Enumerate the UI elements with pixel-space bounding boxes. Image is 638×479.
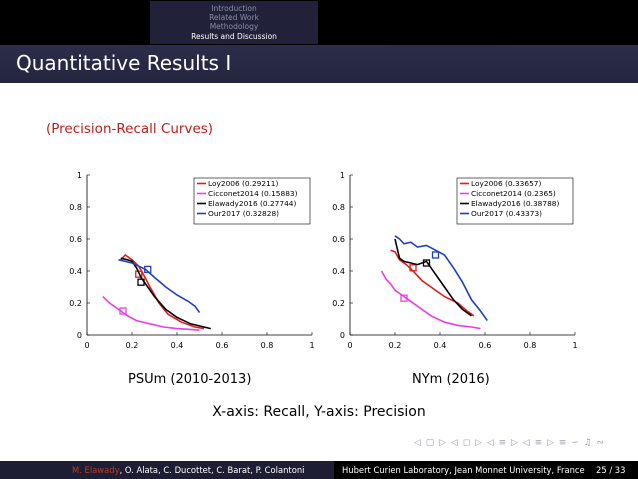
slide-title: Quantitative Results I	[16, 51, 232, 75]
x-tick-label: 0.2	[126, 341, 139, 350]
series-line-elawady2016	[120, 257, 211, 330]
y-tick-label: 0.8	[332, 203, 345, 212]
legend-box	[193, 177, 311, 225]
nav-item-related-work[interactable]: Related Work	[209, 13, 259, 22]
nav-item-results[interactable]: Results and Discussion	[191, 32, 277, 41]
x-tick-label: 0.8	[524, 341, 537, 350]
x-tick-label: 1	[309, 341, 314, 350]
series-marker-our2017	[431, 251, 440, 259]
header-bar	[0, 0, 638, 45]
page-number: 25 / 33	[596, 465, 626, 475]
y-tick-label: 0.4	[332, 267, 345, 276]
y-tick-label: 0.8	[69, 203, 82, 212]
axis-caption: X-axis: Recall, Y-axis: Precision	[212, 404, 426, 420]
presenter-name: M. Elawady	[72, 465, 120, 475]
footer-authors: M. Elawady, O. Alata, C. Ducottet, C. Ba…	[72, 465, 304, 475]
legend-entry: Our2017 (0.32828)	[208, 209, 279, 218]
x-tick-label: 0.8	[261, 341, 274, 350]
x-tick-label: 0.4	[171, 341, 184, 350]
series-marker-cicconet2014	[119, 307, 127, 315]
series-line-elawady2016	[394, 238, 472, 317]
y-tick-label: 1	[77, 171, 82, 180]
x-tick-label: 0	[347, 341, 352, 350]
nav-item-methodology[interactable]: Methodology	[209, 22, 259, 31]
x-tick-label: 0.6	[216, 341, 229, 350]
series-marker-cicconet2014	[400, 294, 408, 302]
chart-psum: 0 0.2 0.4 0.6 0.8 1 0 0.2 0.4 0.6 0.8 1 Loy2006 (0.2…	[60, 160, 330, 364]
legend-entry: Elawady2016 (0.27744)	[208, 199, 296, 208]
y-tick-label: 0.6	[332, 235, 345, 244]
x-tick-label: 0.4	[434, 341, 447, 350]
series-marker-elawady2016	[422, 259, 431, 267]
chart-nym-svg: 0 0.2 0.4 0.6 0.8 1 0 0.2 0.4 0.6 0.8 1 Loy2006 (0.3…	[332, 171, 577, 350]
legend-entry: Elawady2016 (0.38788)	[471, 199, 559, 208]
legend-entry: Cicconet2014 (0.2365)	[471, 189, 556, 198]
footer-institution: Hubert Curien Laboratory, Jean Monnet Un…	[342, 465, 585, 475]
coauthors: , O. Alata, C. Ducottet, C. Barat, P. Co…	[119, 465, 305, 475]
chart-nym: 0 0.2 0.4 0.6 0.8 1 0 0.2 0.4 0.6 0.8 1 Loy2006 (0.3…	[323, 160, 593, 364]
x-tick-label: 1	[572, 341, 577, 350]
series-marker-our2017	[144, 265, 152, 274]
section-navigation: Introduction Related Work Methodology Re…	[150, 1, 318, 44]
y-tick-label: 1	[340, 171, 345, 180]
y-tick-label: 0.2	[69, 299, 82, 308]
series-line-loy2006	[120, 253, 205, 330]
nav-item-introduction[interactable]: Introduction	[211, 4, 257, 13]
legend-entry: Loy2006 (0.29211)	[208, 179, 278, 188]
x-tick-label: 0.6	[479, 341, 492, 350]
chart-nym-label: NYm (2016)	[412, 372, 490, 387]
y-tick-label: 0.6	[69, 235, 82, 244]
legend-entry: Our2017 (0.43373)	[471, 209, 542, 218]
title-bar	[0, 45, 638, 83]
chart-psum-svg: 0 0.2 0.4 0.6 0.8 1 0 0.2 0.4 0.6 0.8 1 Loy2006 (0.2…	[69, 171, 314, 350]
x-tick-label: 0.2	[389, 341, 402, 350]
footer-left-panel	[0, 461, 334, 479]
y-tick-label: 0	[340, 331, 345, 340]
series-line-cicconet2014	[380, 270, 481, 330]
slide-subtitle: (Precision-Recall Curves)	[46, 121, 214, 137]
y-tick-label: 0	[77, 331, 82, 340]
legend-entry: Loy2006 (0.33657)	[471, 179, 541, 188]
legend-entry: Cicconet2014 (0.15883)	[208, 189, 298, 198]
y-tick-label: 0.4	[69, 267, 82, 276]
series-line-loy2006	[390, 249, 475, 317]
series-marker-loy2006	[409, 264, 417, 272]
series-line-our2017	[118, 259, 201, 314]
series-line-cicconet2014	[102, 296, 200, 331]
y-tick-label: 0.2	[332, 299, 345, 308]
x-tick-label: 0	[84, 341, 89, 350]
series-line-our2017	[394, 235, 488, 322]
chart-psum-label: PSUm (2010-2013)	[128, 372, 252, 387]
series-marker-elawady2016	[137, 278, 145, 286]
legend-box	[456, 177, 574, 225]
beamer-navigation-symbols[interactable]: ◁ ▢ ▷ ◁ ◻ ▷ ◁ ≡ ▷ ◁ ≡ ▷ ≡ ∽ ♫ ∾	[414, 438, 606, 448]
